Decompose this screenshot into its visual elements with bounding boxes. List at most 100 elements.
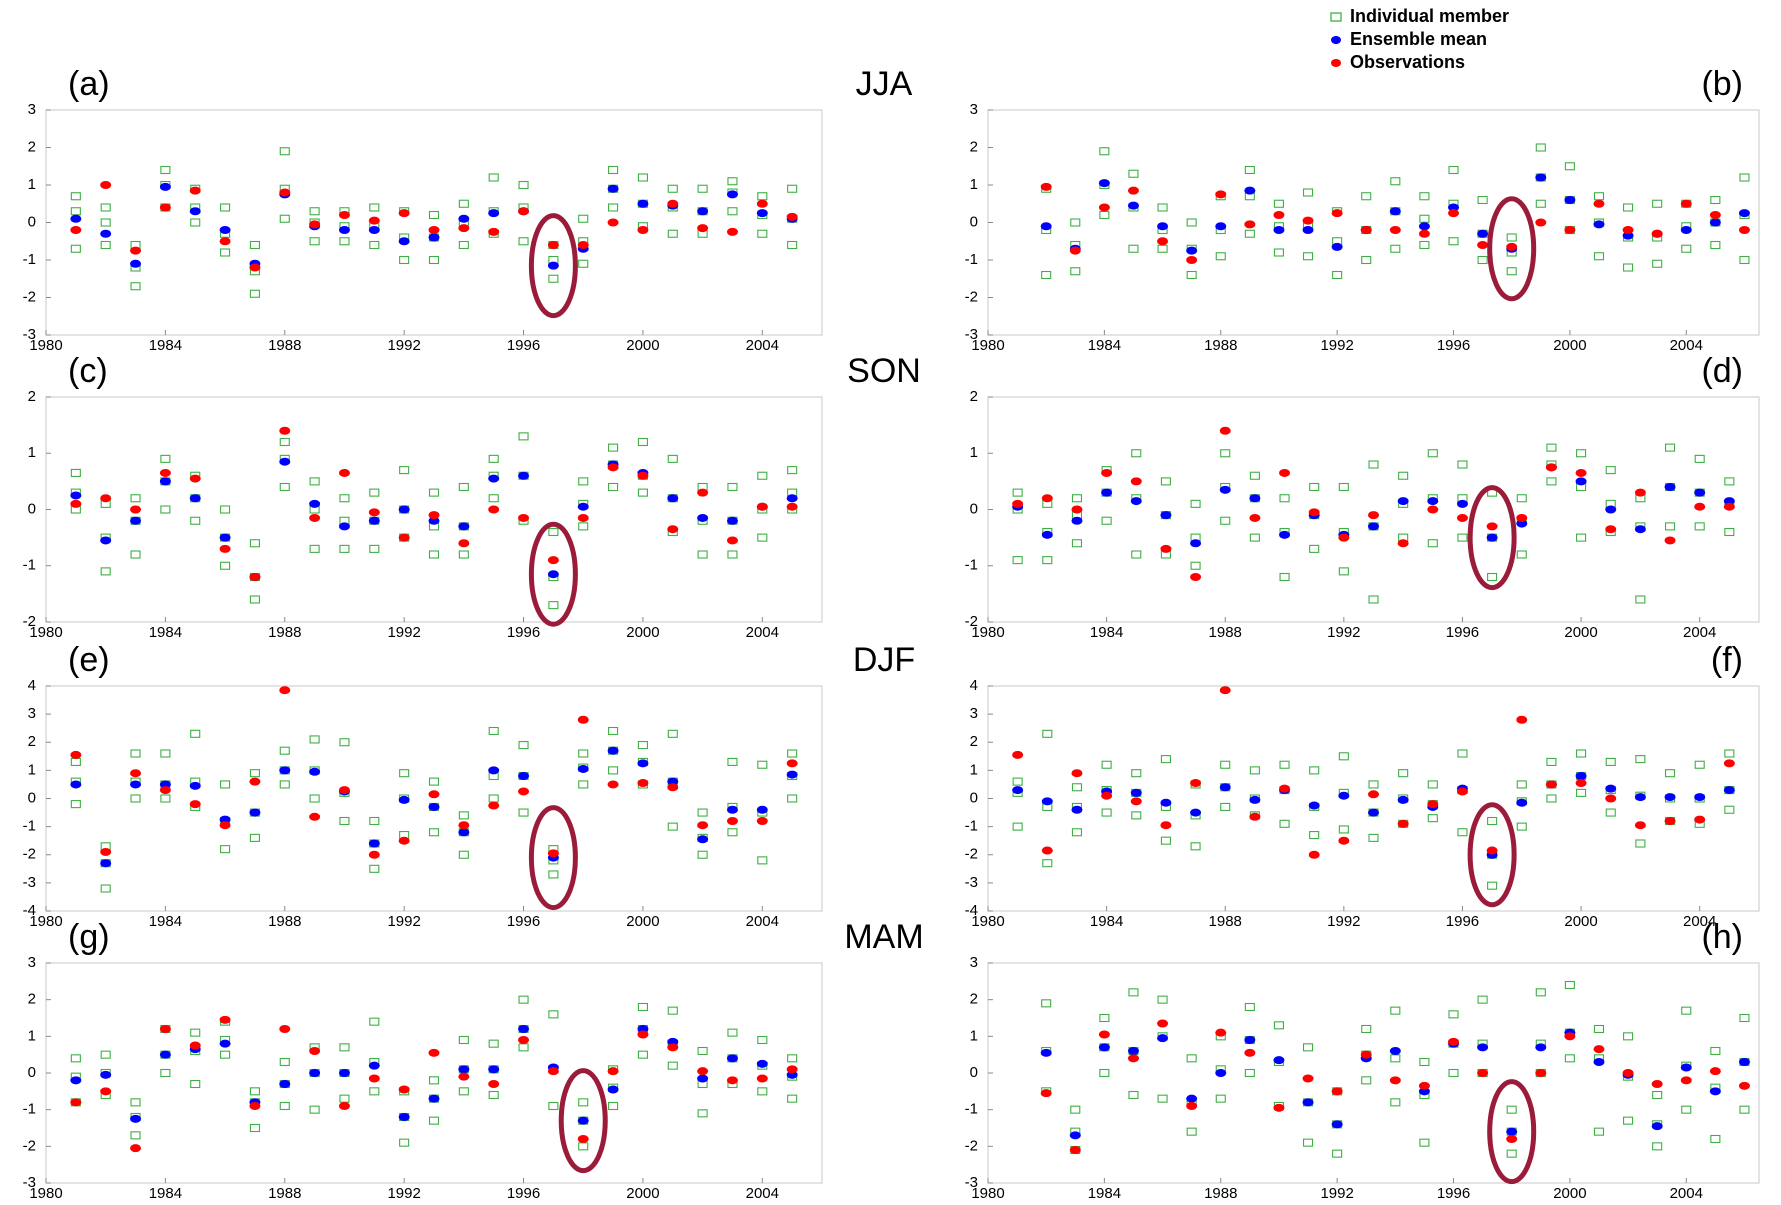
ensemble-mean-marker — [1535, 1043, 1547, 1052]
observation-marker — [1575, 468, 1587, 477]
y-tick-label: 1 — [28, 176, 36, 193]
member-marker — [369, 544, 380, 553]
x-tick-label: 2000 — [1553, 337, 1586, 354]
member-marker — [1128, 1090, 1139, 1100]
member-marker — [1131, 769, 1142, 778]
member-marker — [1157, 244, 1168, 253]
observation-marker — [279, 188, 291, 197]
observation-marker — [786, 759, 798, 768]
member-marker — [1071, 539, 1083, 548]
member-marker — [1309, 831, 1320, 840]
observation-marker — [458, 539, 470, 548]
observation-marker — [1308, 850, 1320, 859]
ensemble-mean-marker — [1244, 186, 1256, 195]
ensemble-mean-marker — [577, 502, 589, 511]
ensemble-mean-marker — [130, 516, 142, 525]
ensemble-mean-marker — [1605, 505, 1617, 514]
member-marker — [220, 203, 231, 212]
observation-marker — [1160, 821, 1172, 830]
highlight-ellipse — [1467, 802, 1517, 908]
observation-marker — [159, 468, 171, 477]
member-marker — [1042, 859, 1053, 868]
member-marker — [1186, 270, 1197, 280]
observation-marker — [1564, 1032, 1576, 1041]
member-marker — [1710, 1046, 1721, 1056]
ensemble-mean-marker — [1308, 801, 1320, 810]
member-marker — [637, 1050, 648, 1059]
observation-marker — [1634, 488, 1646, 497]
member-marker — [1099, 147, 1110, 156]
observation-marker — [338, 468, 350, 477]
member-marker — [1190, 842, 1201, 851]
member-marker — [608, 1101, 619, 1111]
ensemble-mean-marker — [1535, 173, 1547, 182]
x-tick-label: 1980 — [29, 337, 62, 354]
ensemble-mean-marker — [1709, 1087, 1721, 1096]
ensemble-mean-marker — [1389, 207, 1401, 216]
ensemble-mean-marker — [1397, 795, 1409, 804]
member-marker — [1390, 177, 1401, 186]
member-marker — [1576, 788, 1587, 797]
y-tick-label: -1 — [965, 1101, 978, 1118]
member-marker — [1368, 460, 1379, 469]
ensemble-mean-marker — [726, 1054, 738, 1063]
ensemble-mean-marker — [1279, 530, 1291, 539]
member-marker — [1042, 729, 1053, 738]
x-tick-label: 2000 — [626, 1185, 659, 1202]
ensemble-mean-marker — [786, 1070, 798, 1079]
observation-marker — [130, 769, 142, 778]
observation-marker — [249, 573, 261, 581]
member-marker — [1186, 218, 1197, 227]
member-marker — [1190, 561, 1201, 570]
observation-marker — [398, 533, 410, 542]
observation-marker — [130, 505, 142, 514]
member-marker — [1157, 203, 1168, 212]
member-marker — [518, 432, 529, 441]
member-marker — [458, 240, 469, 250]
member-marker — [1487, 572, 1498, 582]
ensemble-mean-marker — [1127, 1047, 1139, 1055]
member-marker — [1724, 477, 1735, 486]
member-marker — [1131, 550, 1142, 559]
x-tick-label: 2000 — [626, 913, 659, 930]
observation-marker — [100, 494, 112, 503]
observation-marker — [1279, 784, 1291, 793]
member-marker — [1623, 203, 1634, 212]
ensemble-mean-marker — [309, 499, 321, 508]
member-marker — [608, 165, 619, 175]
observation-marker — [130, 1144, 142, 1153]
member-marker — [1593, 1127, 1605, 1136]
member-marker — [279, 1101, 290, 1111]
observation-marker — [1071, 505, 1083, 514]
ensemble-mean-marker — [726, 516, 738, 525]
member-marker — [1664, 443, 1676, 452]
member-marker — [1623, 1032, 1634, 1041]
ensemble-mean-marker — [786, 494, 798, 503]
ensemble-mean-marker — [219, 1039, 231, 1048]
member-marker — [1546, 794, 1557, 803]
member-marker — [1605, 466, 1616, 475]
ensemble-mean-marker — [1477, 229, 1489, 238]
member-marker — [70, 800, 81, 809]
member-marker — [458, 1035, 469, 1045]
y-tick-label: 2 — [28, 138, 36, 155]
member-marker — [1419, 214, 1430, 223]
observation-marker — [697, 821, 709, 830]
member-marker — [1739, 173, 1750, 182]
member-marker — [428, 777, 440, 786]
member-marker — [518, 741, 529, 750]
ensemble-mean-marker — [338, 226, 350, 234]
member-marker — [249, 1087, 260, 1096]
member-marker — [1338, 567, 1349, 576]
ensemble-mean-marker — [219, 815, 231, 824]
ensemble-mean-marker — [1040, 222, 1052, 231]
observation-marker — [70, 750, 82, 759]
observation-marker — [637, 471, 649, 480]
observation-marker — [697, 1067, 709, 1076]
member-marker — [190, 218, 201, 227]
y-tick-label: 2 — [970, 138, 978, 155]
member-marker — [220, 561, 231, 570]
member-marker — [697, 1046, 708, 1056]
member-marker — [1576, 533, 1587, 542]
observation-marker — [1273, 1103, 1285, 1112]
